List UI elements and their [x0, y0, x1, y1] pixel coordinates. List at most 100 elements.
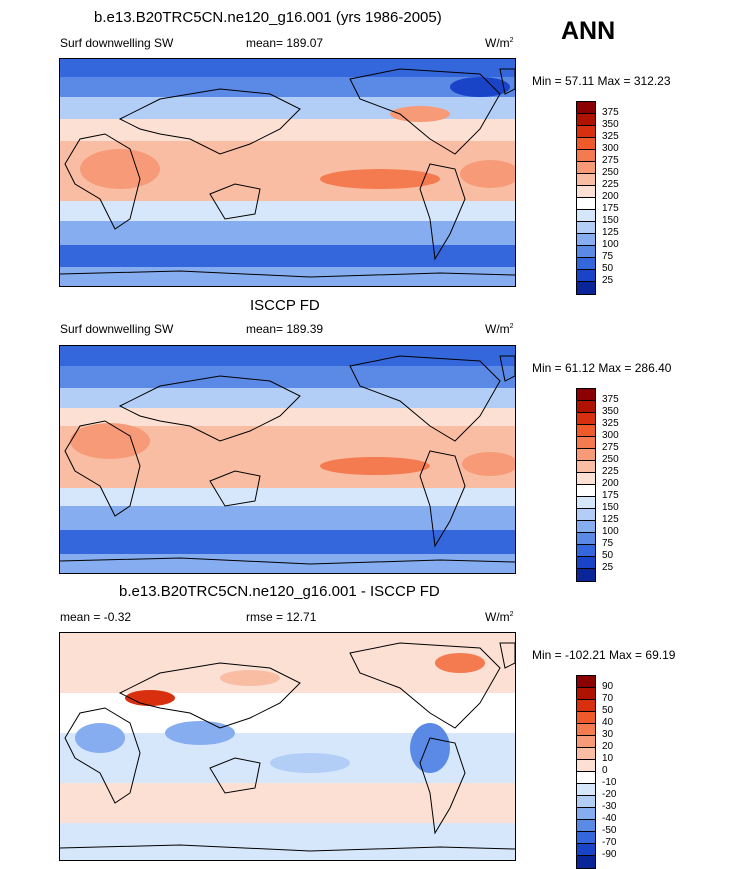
colorbar-tick: 90 [602, 681, 614, 692]
minmax-label: Min = -102.21 Max = 69.19 [532, 648, 676, 662]
colorbar-swatch [577, 198, 595, 210]
colorbar-tick: 325 [602, 131, 619, 142]
map-field [60, 346, 515, 573]
colorbar-swatch [577, 270, 595, 282]
colorbar-tick: 375 [602, 107, 619, 118]
colorbar-tick: -10 [602, 777, 617, 788]
colorbar-tick: 25 [602, 275, 614, 286]
colorbar-swatch [577, 808, 595, 820]
colorbar-tick: 75 [602, 251, 614, 262]
map-field [60, 59, 515, 286]
colorbar-swatch [577, 222, 595, 234]
colorbar-tick: 275 [602, 155, 619, 166]
colorbar-swatch [577, 545, 595, 557]
colorbar [576, 675, 596, 869]
colorbar-tick: 150 [602, 502, 619, 513]
colorbar-tick: 200 [602, 191, 619, 202]
colorbar [576, 101, 596, 295]
colorbar-swatch [577, 234, 595, 246]
colorbar-swatch [577, 509, 595, 521]
colorbar-swatch [577, 437, 595, 449]
rmse-label: rmse = 12.71 [246, 610, 317, 624]
colorbar-swatch [577, 186, 595, 198]
colorbar-tick: 250 [602, 167, 619, 178]
variable-label: Surf downwelling SW [60, 36, 174, 50]
colorbar-tick: 300 [602, 430, 619, 441]
units-label: W/m2 [485, 610, 514, 624]
colorbar-tick: -90 [602, 849, 617, 860]
colorbar-tick: 250 [602, 454, 619, 465]
colorbar-tick: 20 [602, 741, 614, 752]
colorbar-tick: 30 [602, 729, 614, 740]
colorbar-tick: 375 [602, 394, 619, 405]
colorbar-swatch [577, 150, 595, 162]
colorbar-tick: 300 [602, 143, 619, 154]
colorbar-swatch [577, 389, 595, 401]
colorbar-swatch [577, 401, 595, 413]
colorbar-swatch [577, 114, 595, 126]
units-label: W/m2 [485, 36, 514, 50]
colorbar-tick: 100 [602, 239, 619, 250]
colorbar-swatch [577, 282, 595, 294]
colorbar-tick: 125 [602, 227, 619, 238]
colorbar-tick: 325 [602, 418, 619, 429]
colorbar-tick: 275 [602, 442, 619, 453]
minmax-label: Min = 61.12 Max = 286.40 [532, 361, 672, 375]
colorbar-swatch [577, 473, 595, 485]
map-plot [59, 345, 516, 574]
colorbar [576, 388, 596, 582]
colorbar-swatch [577, 425, 595, 437]
map-plot [59, 58, 516, 287]
colorbar-tick: 175 [602, 203, 619, 214]
colorbar-swatch [577, 569, 595, 581]
colorbar-tick: 100 [602, 526, 619, 537]
colorbar-tick: 225 [602, 179, 619, 190]
mean-label: mean= 189.39 [246, 322, 324, 336]
colorbar-swatch [577, 820, 595, 832]
colorbar-swatch [577, 449, 595, 461]
colorbar-tick: 150 [602, 215, 619, 226]
colorbar-swatch [577, 497, 595, 509]
units-label: W/m2 [485, 322, 514, 336]
colorbar-swatch [577, 485, 595, 497]
colorbar-swatch [577, 688, 595, 700]
colorbar-swatch [577, 700, 595, 712]
panel-title: b.e13.B20TRC5CN.ne120_g16.001 (yrs 1986-… [94, 9, 442, 26]
colorbar-tick: 350 [602, 406, 619, 417]
colorbar-swatch [577, 772, 595, 784]
colorbar-swatch [577, 461, 595, 473]
colorbar-tick: 125 [602, 514, 619, 525]
colorbar-tick: 50 [602, 705, 614, 716]
colorbar-swatch [577, 676, 595, 688]
colorbar-tick: 350 [602, 119, 619, 130]
colorbar-swatch [577, 138, 595, 150]
colorbar-swatch [577, 126, 595, 138]
colorbar-tick: 50 [602, 263, 614, 274]
colorbar-swatch [577, 784, 595, 796]
colorbar-swatch [577, 521, 595, 533]
colorbar-tick: 225 [602, 466, 619, 477]
mean-label: mean = -0.32 [60, 610, 132, 624]
colorbar-tick: 50 [602, 550, 614, 561]
colorbar-tick: 0 [602, 765, 608, 776]
colorbar-swatch [577, 736, 595, 748]
colorbar-tick: -40 [602, 813, 617, 824]
colorbar-swatch [577, 724, 595, 736]
colorbar-swatch [577, 533, 595, 545]
colorbar-tick: -20 [602, 789, 617, 800]
colorbar-tick: -70 [602, 837, 617, 848]
colorbar-swatch [577, 413, 595, 425]
mean-label: mean= 189.07 [246, 36, 324, 50]
colorbar-tick: -50 [602, 825, 617, 836]
colorbar-swatch [577, 557, 595, 569]
colorbar-tick: 200 [602, 478, 619, 489]
variable-label: Surf downwelling SW [60, 322, 174, 336]
colorbar-swatch [577, 712, 595, 724]
colorbar-swatch [577, 844, 595, 856]
colorbar-swatch [577, 856, 595, 868]
panel-title: ISCCP FD [250, 297, 320, 314]
colorbar-tick: 70 [602, 693, 614, 704]
colorbar-swatch [577, 748, 595, 760]
panel-title: b.e13.B20TRC5CN.ne120_g16.001 - ISCCP FD [119, 583, 440, 600]
map-plot [59, 632, 516, 861]
